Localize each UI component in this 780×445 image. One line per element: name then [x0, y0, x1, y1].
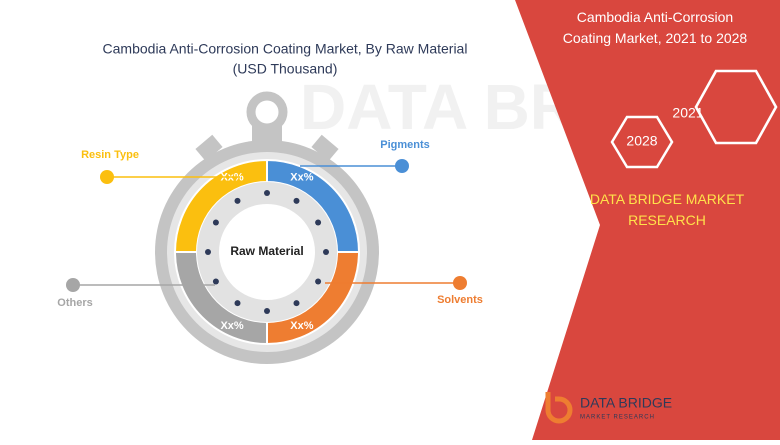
title: Cambodia Anti-Corrosion Coating Market, …: [103, 41, 468, 57]
dial-dot: [293, 300, 300, 307]
logo-name: DATA BRIDGE: [580, 395, 672, 411]
brand: DATA BRIDGE MARKET RESEARCH: [590, 191, 745, 228]
dial-dot: [323, 249, 329, 255]
watch-stem: [252, 124, 282, 142]
hexagon: [694, 69, 778, 145]
dial-dot: [264, 190, 270, 196]
leader-dot: [395, 159, 409, 173]
dial-dot: [212, 278, 219, 285]
leader-dot: [100, 170, 114, 184]
segment-value-label: Xx%: [290, 320, 313, 332]
year: 2028: [626, 133, 657, 149]
logo-tagline: MARKET RESEARCH: [580, 415, 655, 421]
subtitle: (USD Thousand): [233, 61, 338, 77]
dial-dot: [234, 197, 241, 204]
watch-button: [311, 134, 339, 162]
center-disc: [219, 204, 315, 300]
segment-name: Resin Type: [81, 149, 139, 161]
panel-title: Cambodia Anti-Corrosion Coating Market, 2…: [563, 9, 748, 46]
dial-dot: [205, 249, 211, 255]
dial-dot: [234, 300, 241, 307]
side-panel: [515, 0, 780, 440]
leader-dot: [453, 276, 467, 290]
segment-value-label: Xx%: [220, 320, 243, 332]
year: 2021: [672, 105, 703, 121]
dial-dot: [315, 278, 322, 285]
center-label: Raw Material: [230, 244, 303, 258]
segment-name: Solvents: [437, 294, 483, 306]
segment-value-label: Xx%: [290, 172, 313, 184]
dial-dot: [293, 197, 300, 204]
watch-button: [195, 134, 223, 162]
logo-mark: [545, 392, 573, 424]
segment-name: Others: [57, 297, 92, 309]
leader-dot: [66, 278, 80, 292]
segment-name: Pigments: [380, 139, 430, 151]
dial-dot: [212, 219, 219, 226]
dial-dot: [264, 308, 270, 314]
hexagon: [610, 115, 674, 169]
dial-dot: [315, 219, 322, 226]
